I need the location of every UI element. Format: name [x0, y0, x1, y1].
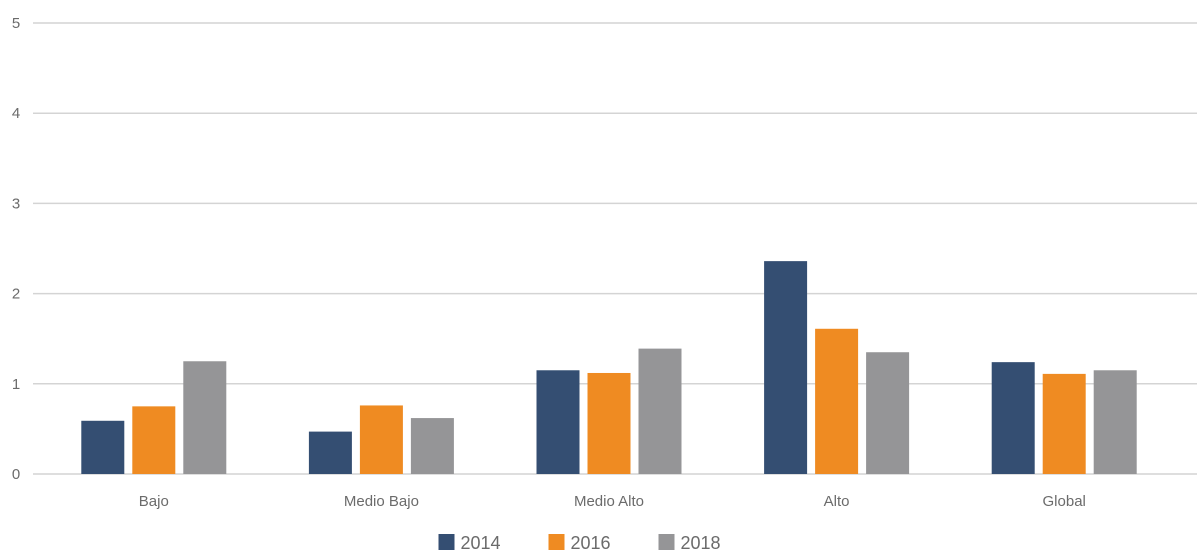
x-category-label: Bajo	[139, 493, 169, 510]
legend-label: 2016	[571, 533, 611, 553]
bar	[183, 361, 227, 474]
bar	[991, 362, 1035, 474]
legend-label: 2018	[681, 533, 721, 553]
bars	[81, 261, 1137, 474]
legend: 2014 2016 2018	[438, 533, 721, 553]
bar	[587, 372, 631, 474]
bar	[815, 328, 859, 474]
x-category-label: Medio Alto	[574, 493, 644, 510]
bar	[81, 420, 125, 474]
x-axis-labels: Bajo Medio Bajo Medio Alto Alto Global	[139, 493, 1086, 510]
bar	[410, 418, 454, 474]
legend-swatch	[438, 534, 455, 550]
x-category-label: Medio Bajo	[344, 493, 419, 510]
y-tick-label: 2	[12, 286, 20, 303]
y-axis-ticks: 0 1 2 3 4 5	[12, 15, 20, 483]
y-tick-label: 0	[12, 466, 20, 483]
bar	[1093, 370, 1137, 474]
bar	[308, 431, 352, 474]
bar	[638, 348, 682, 474]
y-tick-label: 3	[12, 195, 20, 212]
y-tick-label: 4	[12, 105, 20, 122]
y-tick-label: 1	[12, 376, 20, 393]
bar	[764, 261, 808, 474]
legend-swatch	[548, 534, 565, 550]
y-tick-label: 5	[12, 15, 20, 32]
bar	[359, 405, 403, 474]
legend-label: 2014	[461, 533, 501, 553]
bar	[866, 352, 910, 474]
bar	[1042, 373, 1086, 474]
legend-swatch	[658, 534, 675, 550]
x-category-label: Global	[1043, 493, 1086, 510]
bar	[132, 406, 176, 474]
bar	[536, 370, 580, 474]
x-category-label: Alto	[824, 493, 850, 510]
